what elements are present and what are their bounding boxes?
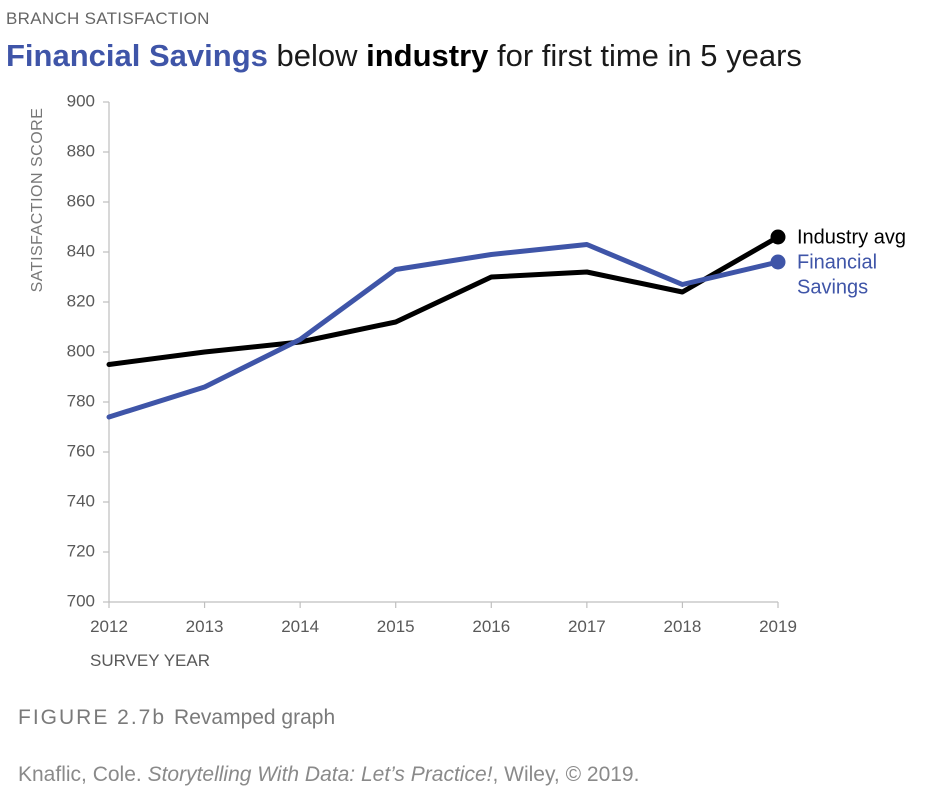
x-axis-title: SURVEY YEAR [90,651,210,670]
x-tick-label: 2019 [759,617,797,636]
series-line-industry-avg [106,234,781,367]
series-labels: Industry avg Financial Savings [797,226,906,298]
chart-title: Financial Savings below industry for fir… [6,38,802,74]
series-line-financial-savings [106,242,781,420]
x-tick-label: 2014 [281,617,319,636]
y-tick-label: 800 [67,341,95,360]
title-highlight-industry: industry [366,38,489,73]
source-credit: Knaflic, Cole. Storytelling With Data: L… [18,763,639,787]
y-tick-label: 740 [67,491,95,510]
y-tick-label: 780 [67,391,95,410]
series-label-financial-savings: Savings [797,276,868,298]
figure-caption: FIGURE 2.7b Revamped graph [18,706,335,730]
x-tick-label: 2017 [568,617,606,636]
series-end-markers [770,229,786,270]
y-tick-label: 720 [67,541,95,560]
series-lines [106,234,781,420]
y-tick-label: 760 [67,441,95,460]
title-highlight-financial-savings: Financial Savings [6,38,268,73]
y-tick-label: 900 [67,91,95,110]
y-axis: 700 720 740 760 780 800 820 840 860 880 900 [67,91,110,610]
series-label-financial-savings: Financial [797,251,877,273]
y-tick-label: 820 [67,291,95,310]
x-tick-label: 2012 [90,617,128,636]
x-tick-label: 2018 [664,617,702,636]
y-tick-label: 840 [67,241,95,260]
title-text-rest: for first time in 5 years [488,38,802,73]
series-end-marker-financial-savings [770,254,786,270]
y-tick-label: 880 [67,141,95,160]
figure-number: FIGURE 2.7b [18,706,167,729]
chart-kicker: BRANCH SATISFACTION [6,9,210,28]
y-tick-label: 860 [67,191,95,210]
credit-book-title: Storytelling With Data: Let’s Practice! [147,763,493,786]
credit-author: Knaflic, Cole. [18,763,148,786]
figure-title: Revamped graph [174,706,336,729]
x-tick-label: 2013 [186,617,224,636]
x-tick-label: 2016 [472,617,510,636]
title-text-below: below [267,38,367,73]
credit-rest: , Wiley, © 2019. [492,763,640,786]
x-axis: 2012 2013 2014 2015 2016 2017 2018 2019 [90,601,797,636]
y-tick-label: 700 [67,591,95,610]
x-tick-label: 2015 [377,617,415,636]
y-axis-title: SATISFACTION SCORE [29,108,46,293]
series-end-marker-industry-avg [770,229,786,245]
series-label-industry-avg: Industry avg [797,226,906,248]
